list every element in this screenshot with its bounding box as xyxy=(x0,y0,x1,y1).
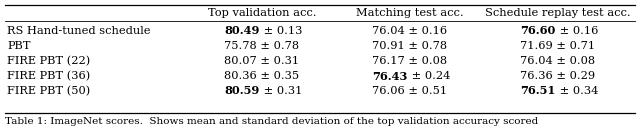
Text: 76.06 ± 0.51: 76.06 ± 0.51 xyxy=(372,86,447,96)
Text: FIRE PBT (50): FIRE PBT (50) xyxy=(7,86,90,96)
Text: FIRE PBT (22): FIRE PBT (22) xyxy=(7,56,90,66)
Text: FIRE PBT (36): FIRE PBT (36) xyxy=(7,71,90,81)
Text: ± 0.24: ± 0.24 xyxy=(408,71,451,81)
Text: ± 0.34: ± 0.34 xyxy=(556,86,598,96)
Text: 76.04 ± 0.08: 76.04 ± 0.08 xyxy=(520,56,596,66)
Text: PBT: PBT xyxy=(7,41,31,51)
Text: 75.78 ± 0.78: 75.78 ± 0.78 xyxy=(225,41,300,51)
Text: 70.91 ± 0.78: 70.91 ± 0.78 xyxy=(372,41,447,51)
Text: 76.43 ± 0.24: 76.43 ± 0.24 xyxy=(370,71,451,82)
Text: 76.17 ± 0.08: 76.17 ± 0.08 xyxy=(372,56,447,66)
Text: 80.59: 80.59 xyxy=(225,86,260,97)
Text: 76.04 ± 0.16: 76.04 ± 0.16 xyxy=(372,26,447,36)
Text: 80.49 ± 0.13: 80.49 ± 0.13 xyxy=(221,25,302,36)
Text: Table 1: ImageNet scores.  Shows mean and standard deviation of the top validati: Table 1: ImageNet scores. Shows mean and… xyxy=(5,116,538,125)
Text: Matching test acc.: Matching test acc. xyxy=(356,8,464,18)
Text: 80.49: 80.49 xyxy=(225,25,260,36)
Text: 76.51 ± 0.34: 76.51 ± 0.34 xyxy=(518,86,598,97)
Text: Schedule replay test acc.: Schedule replay test acc. xyxy=(485,8,631,18)
Text: 76.51: 76.51 xyxy=(520,86,556,97)
Text: RS Hand-tuned schedule: RS Hand-tuned schedule xyxy=(7,26,150,36)
Text: 76.43: 76.43 xyxy=(372,71,408,82)
Text: ± 0.13: ± 0.13 xyxy=(260,26,302,36)
Text: 80.36 ± 0.35: 80.36 ± 0.35 xyxy=(225,71,300,81)
Text: ± 0.31: ± 0.31 xyxy=(260,86,302,96)
Text: 76.60: 76.60 xyxy=(520,25,556,36)
Text: 80.59 ± 0.31: 80.59 ± 0.31 xyxy=(221,86,302,97)
Text: 76.60 ± 0.16: 76.60 ± 0.16 xyxy=(518,25,598,36)
Text: Top validation acc.: Top validation acc. xyxy=(208,8,316,18)
Text: 76.36 ± 0.29: 76.36 ± 0.29 xyxy=(520,71,596,81)
Text: 71.69 ± 0.71: 71.69 ± 0.71 xyxy=(520,41,596,51)
Text: ± 0.16: ± 0.16 xyxy=(556,26,598,36)
Text: 80.07 ± 0.31: 80.07 ± 0.31 xyxy=(225,56,300,66)
